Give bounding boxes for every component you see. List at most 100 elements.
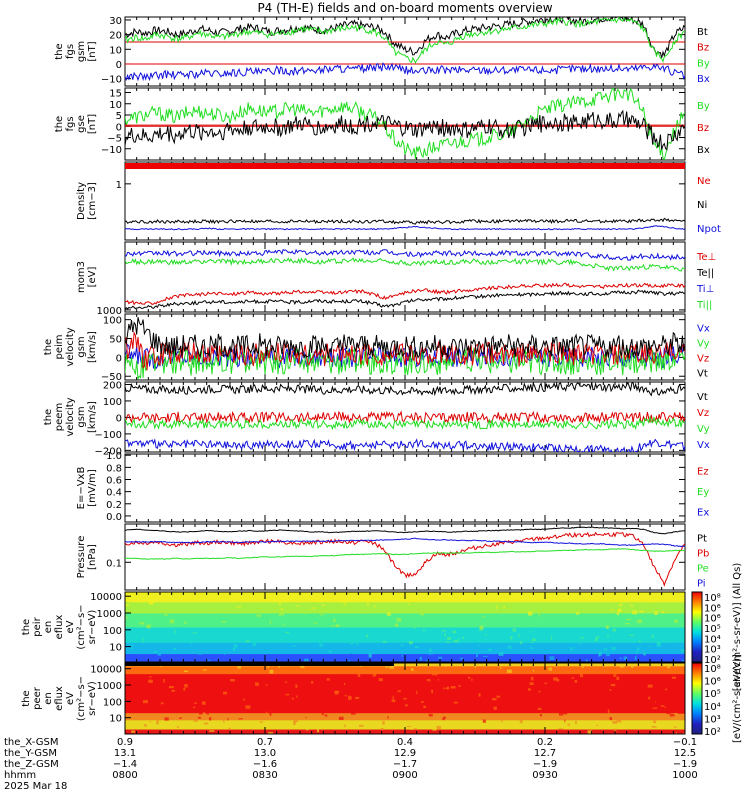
peir-eflux-texture	[396, 617, 402, 622]
peer-eflux-texture	[371, 718, 375, 721]
peem-velocity-plot-area	[125, 382, 685, 452]
colorbar-label: 10⁸	[704, 664, 721, 675]
peir-eflux-texture	[427, 597, 432, 599]
peer-eflux-texture	[403, 697, 407, 700]
peer-eflux-texture	[142, 715, 147, 718]
peer-eflux-texture	[484, 700, 486, 703]
colorbar-label: 10⁵	[704, 689, 721, 700]
peir-eflux-texture	[317, 650, 319, 654]
peir-eflux-texture	[162, 618, 166, 620]
peer-eflux-texture	[209, 730, 215, 732]
peir-eflux-texture	[129, 646, 135, 648]
peir-eflux-ylabel: the	[21, 619, 32, 635]
peer-eflux-texture	[457, 676, 460, 680]
temperature-legend-te: Te||	[696, 268, 714, 279]
peir-eflux-texture	[617, 609, 620, 612]
temperature-ylabel: mom3	[76, 261, 87, 293]
peer-eflux-texture	[651, 700, 655, 703]
peir-eflux-texture	[207, 659, 211, 661]
peir-eflux-texture	[482, 613, 485, 618]
peer-eflux-texture	[183, 687, 186, 691]
peir-eflux-texture	[515, 659, 518, 662]
peir-eflux-texture	[638, 640, 641, 643]
peer-eflux-texture	[344, 694, 347, 697]
peir-eflux-texture	[322, 604, 325, 607]
peer-eflux-texture	[529, 724, 532, 727]
temperature-series-te	[125, 289, 685, 310]
peir-eflux-texture	[503, 605, 506, 609]
peir-eflux-texture	[603, 648, 608, 651]
peir-eflux-texture	[331, 625, 335, 627]
peer-eflux-texture	[320, 686, 323, 688]
peir-eflux-texture	[611, 646, 616, 651]
peer-eflux-texture	[392, 695, 394, 700]
peir-eflux-texture	[291, 593, 295, 598]
peer-eflux-texture	[357, 673, 361, 677]
peir-eflux-ytick-label: 10	[109, 643, 122, 654]
fgs-dsl-ylabel: gse	[76, 115, 87, 133]
efield-legend-ex: Ex	[697, 508, 709, 519]
peer-eflux-texture	[683, 732, 685, 734]
peir-eflux-texture	[141, 601, 146, 603]
peir-eflux-texture	[373, 592, 377, 597]
peer-eflux-texture	[265, 684, 268, 686]
pressure-legend-pi: Pi	[697, 579, 706, 590]
peem-velocity-ylabel: peem	[54, 403, 65, 431]
peer-eflux-texture	[416, 690, 418, 695]
peer-eflux-texture	[579, 673, 584, 678]
peem-velocity-ylabel: gsm	[76, 406, 87, 427]
peir-eflux-texture	[335, 624, 340, 628]
peer-eflux-texture	[382, 720, 385, 725]
efield-legend-ez: Ez	[697, 466, 709, 477]
peir-eflux-texture	[356, 642, 359, 646]
peir-eflux-texture	[295, 605, 300, 607]
peer-eflux-texture	[567, 679, 571, 683]
peir-eflux-texture	[257, 640, 260, 643]
peir-eflux-ylabel: eV	[65, 620, 76, 633]
peim-velocity-ytick-label: −50	[101, 372, 122, 383]
peer-eflux-texture	[278, 664, 281, 668]
xaxis-hhmm: 0900	[392, 770, 417, 781]
peir-eflux-texture	[610, 609, 613, 611]
peir-eflux-texture	[221, 619, 223, 621]
fgs-mag-plot-area	[125, 17, 685, 82]
peer-eflux-texture	[324, 714, 328, 717]
peer-eflux-texture	[385, 666, 389, 668]
peer-eflux-texture	[566, 697, 569, 700]
peer-eflux-texture	[669, 713, 675, 717]
peer-eflux-texture	[196, 708, 198, 711]
peer-eflux-texture	[616, 688, 621, 693]
peer-eflux-texture	[296, 695, 298, 698]
peer-eflux-texture	[496, 695, 501, 698]
peir-eflux-texture	[421, 636, 425, 638]
peer-eflux-texture	[454, 701, 458, 704]
peer-eflux-texture	[471, 678, 473, 681]
pressure-plot-area	[125, 526, 685, 587]
peer-eflux-texture	[187, 701, 190, 705]
peer-eflux-texture	[652, 707, 658, 709]
peir-eflux-texture	[349, 641, 355, 645]
peir-eflux-texture	[232, 647, 236, 652]
peer-eflux-texture	[354, 699, 359, 702]
temperature-series-ti	[125, 248, 685, 261]
peer-eflux-texture	[581, 666, 584, 669]
peir-eflux-texture	[545, 602, 547, 606]
peir-eflux-texture	[385, 604, 388, 609]
fgs-dsl-series-by	[125, 88, 685, 160]
peir-eflux-ytick-label: 100	[103, 626, 122, 637]
peir-eflux-texture	[605, 625, 609, 629]
peir-eflux-texture	[639, 610, 644, 613]
peir-eflux-texture	[535, 596, 537, 601]
peir-eflux-texture	[344, 603, 347, 606]
peir-eflux-texture	[375, 599, 379, 602]
fgs-dsl-ytick-label: −10	[101, 145, 122, 156]
peir-eflux-texture	[267, 643, 271, 647]
peir-eflux-texture	[361, 611, 363, 614]
peer-eflux-texture	[355, 696, 360, 700]
peer-eflux-ylabel: (cm²−s−	[76, 676, 87, 721]
peer-eflux-texture	[532, 686, 536, 691]
peir-eflux-texture	[146, 624, 151, 629]
peer-eflux-texture	[670, 723, 674, 727]
peer-eflux-texture	[199, 712, 203, 715]
peer-eflux-texture	[269, 712, 272, 716]
